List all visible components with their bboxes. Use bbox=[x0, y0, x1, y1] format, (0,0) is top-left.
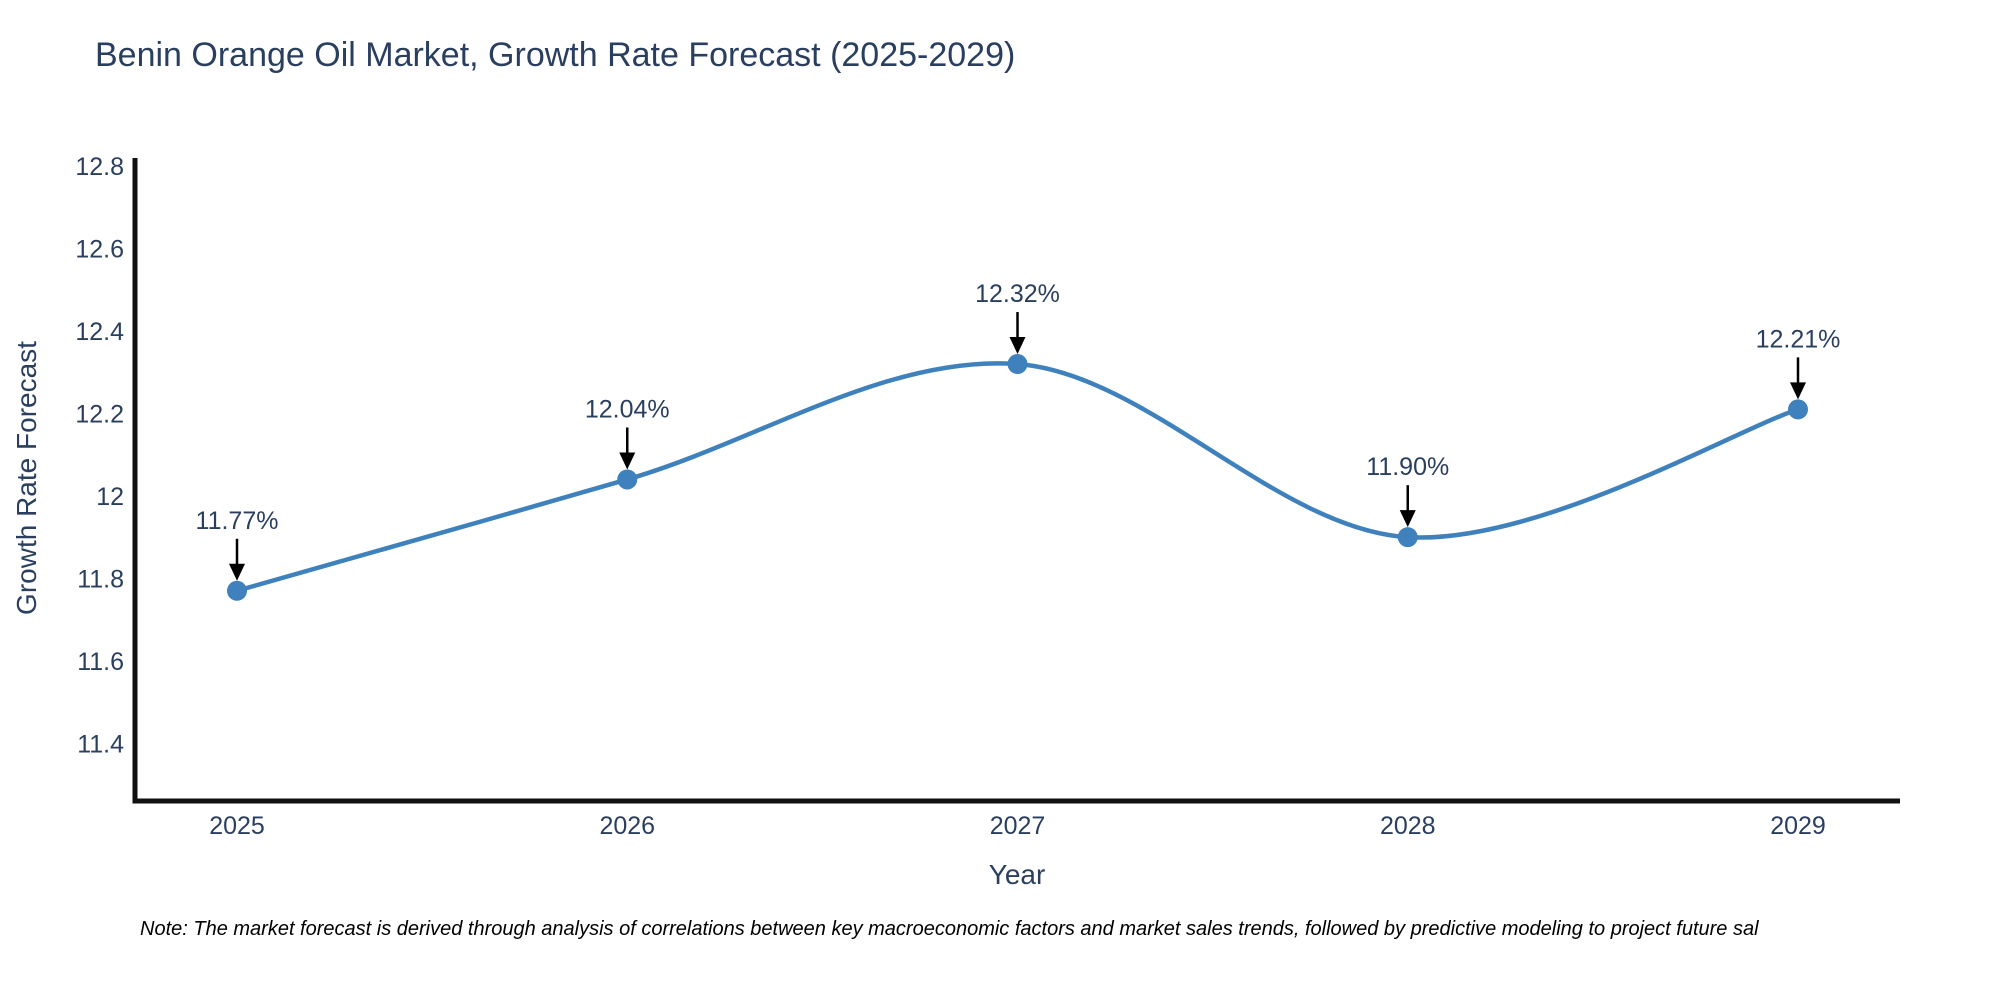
y-tick-label: 11.4 bbox=[77, 730, 124, 758]
data-point-label: 12.32% bbox=[975, 280, 1060, 308]
data-point-label: 11.90% bbox=[1366, 453, 1449, 481]
annotation-arrow-head bbox=[1399, 510, 1416, 528]
annotation-arrow-head bbox=[229, 563, 245, 581]
y-axis-title: Growth Rate Forecast bbox=[11, 341, 42, 615]
y-tick-label: 12 bbox=[96, 483, 124, 511]
data-point-marker bbox=[227, 580, 247, 601]
data-point-marker bbox=[617, 469, 638, 490]
data-point-marker bbox=[1007, 354, 1028, 375]
y-tick-label: 12.8 bbox=[75, 153, 124, 181]
annotation-arrow-head bbox=[619, 452, 636, 470]
annotation-arrow-head bbox=[1790, 382, 1806, 400]
chart-title: Benin Orange Oil Market, Growth Rate For… bbox=[95, 36, 1016, 74]
x-tick-label: 2025 bbox=[209, 812, 265, 840]
annotation-arrow-head bbox=[1009, 337, 1026, 355]
data-point-label: 11.77% bbox=[196, 507, 279, 535]
y-tick-label: 12.2 bbox=[75, 401, 124, 429]
y-tick-label: 11.6 bbox=[77, 648, 124, 676]
y-tick-label: 11.8 bbox=[77, 565, 124, 593]
data-point-marker bbox=[1397, 527, 1418, 548]
x-tick-label: 2026 bbox=[599, 812, 655, 840]
x-axis-title: Year bbox=[988, 859, 1046, 890]
series-line bbox=[236, 361, 1799, 593]
y-tick-label: 12.4 bbox=[75, 318, 124, 346]
data-point-label: 12.04% bbox=[585, 395, 670, 423]
x-tick-label: 2028 bbox=[1380, 812, 1436, 840]
x-tick-label: 2029 bbox=[1770, 812, 1826, 840]
data-point-marker bbox=[1788, 399, 1808, 420]
y-tick-label: 12.6 bbox=[75, 236, 124, 264]
footnote: Note: The market forecast is derived thr… bbox=[140, 918, 1759, 940]
data-point-label: 12.21% bbox=[1756, 325, 1841, 353]
x-tick-label: 2027 bbox=[990, 812, 1046, 840]
